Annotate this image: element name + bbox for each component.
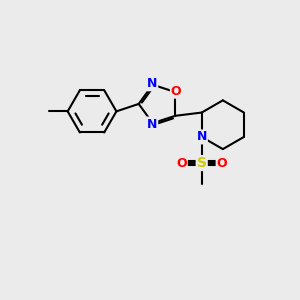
Text: N: N: [196, 130, 207, 143]
Text: O: O: [171, 85, 182, 98]
Text: S: S: [197, 156, 207, 170]
Text: O: O: [217, 157, 227, 169]
Text: N: N: [147, 118, 157, 130]
Text: O: O: [176, 157, 187, 169]
Text: N: N: [147, 77, 157, 90]
